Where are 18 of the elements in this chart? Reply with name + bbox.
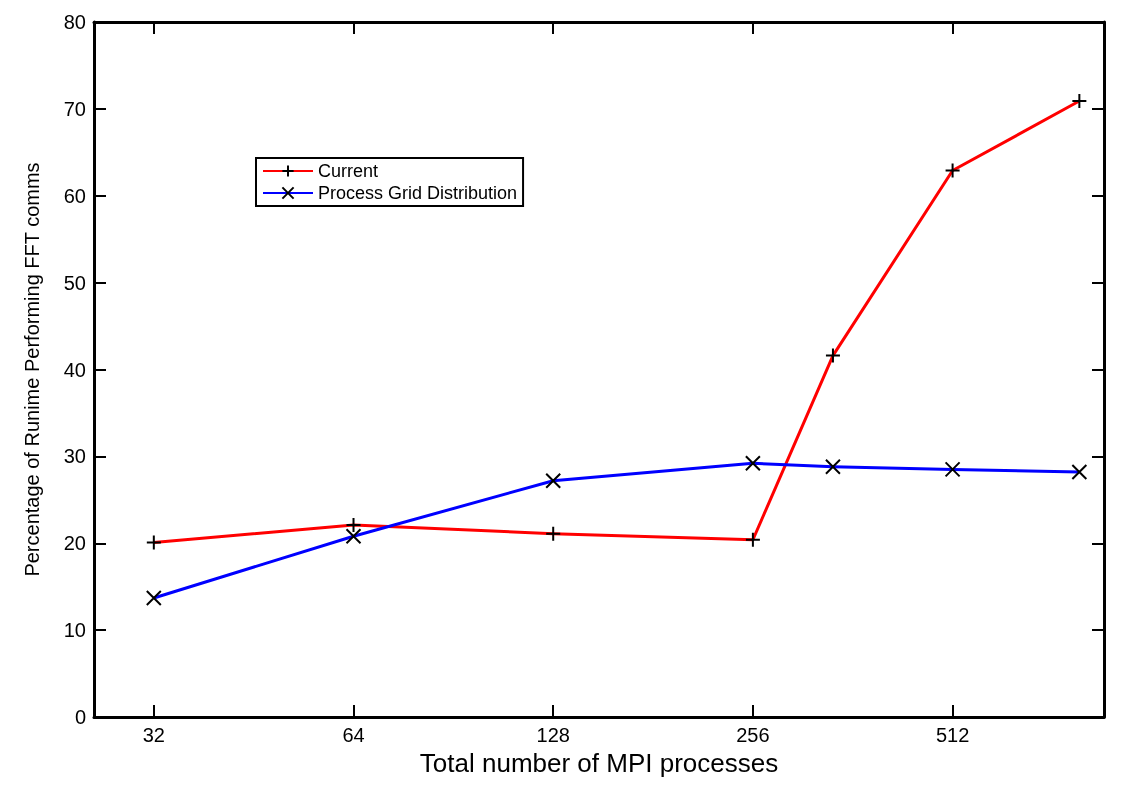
x-tick-label: 32	[142, 724, 165, 746]
x-tick-label: 256	[736, 724, 770, 746]
x-tick-label: 64	[342, 724, 365, 746]
y-axis-title: Percentage of Runime Performing FFT comms	[21, 162, 43, 577]
x-tick-label: 128	[536, 724, 570, 746]
y-tick-label: 40	[63, 358, 86, 381]
y-tick-label: 70	[63, 97, 86, 120]
y-tick-label: 50	[63, 271, 86, 294]
y-tick-label: 60	[63, 184, 86, 207]
y-tick-label: 20	[63, 532, 86, 555]
legend-label: Current	[318, 161, 379, 181]
x-tick-label: 512	[935, 724, 970, 746]
legend-label: Process Grid Distribution	[318, 183, 518, 203]
y-tick-label: 0	[74, 706, 86, 728]
y-tick-label: 10	[63, 619, 86, 642]
y-tick-label: 80	[63, 11, 86, 33]
y-tick-label: 30	[63, 445, 86, 468]
x-axis-title: Total number of MPI processes	[419, 747, 779, 778]
